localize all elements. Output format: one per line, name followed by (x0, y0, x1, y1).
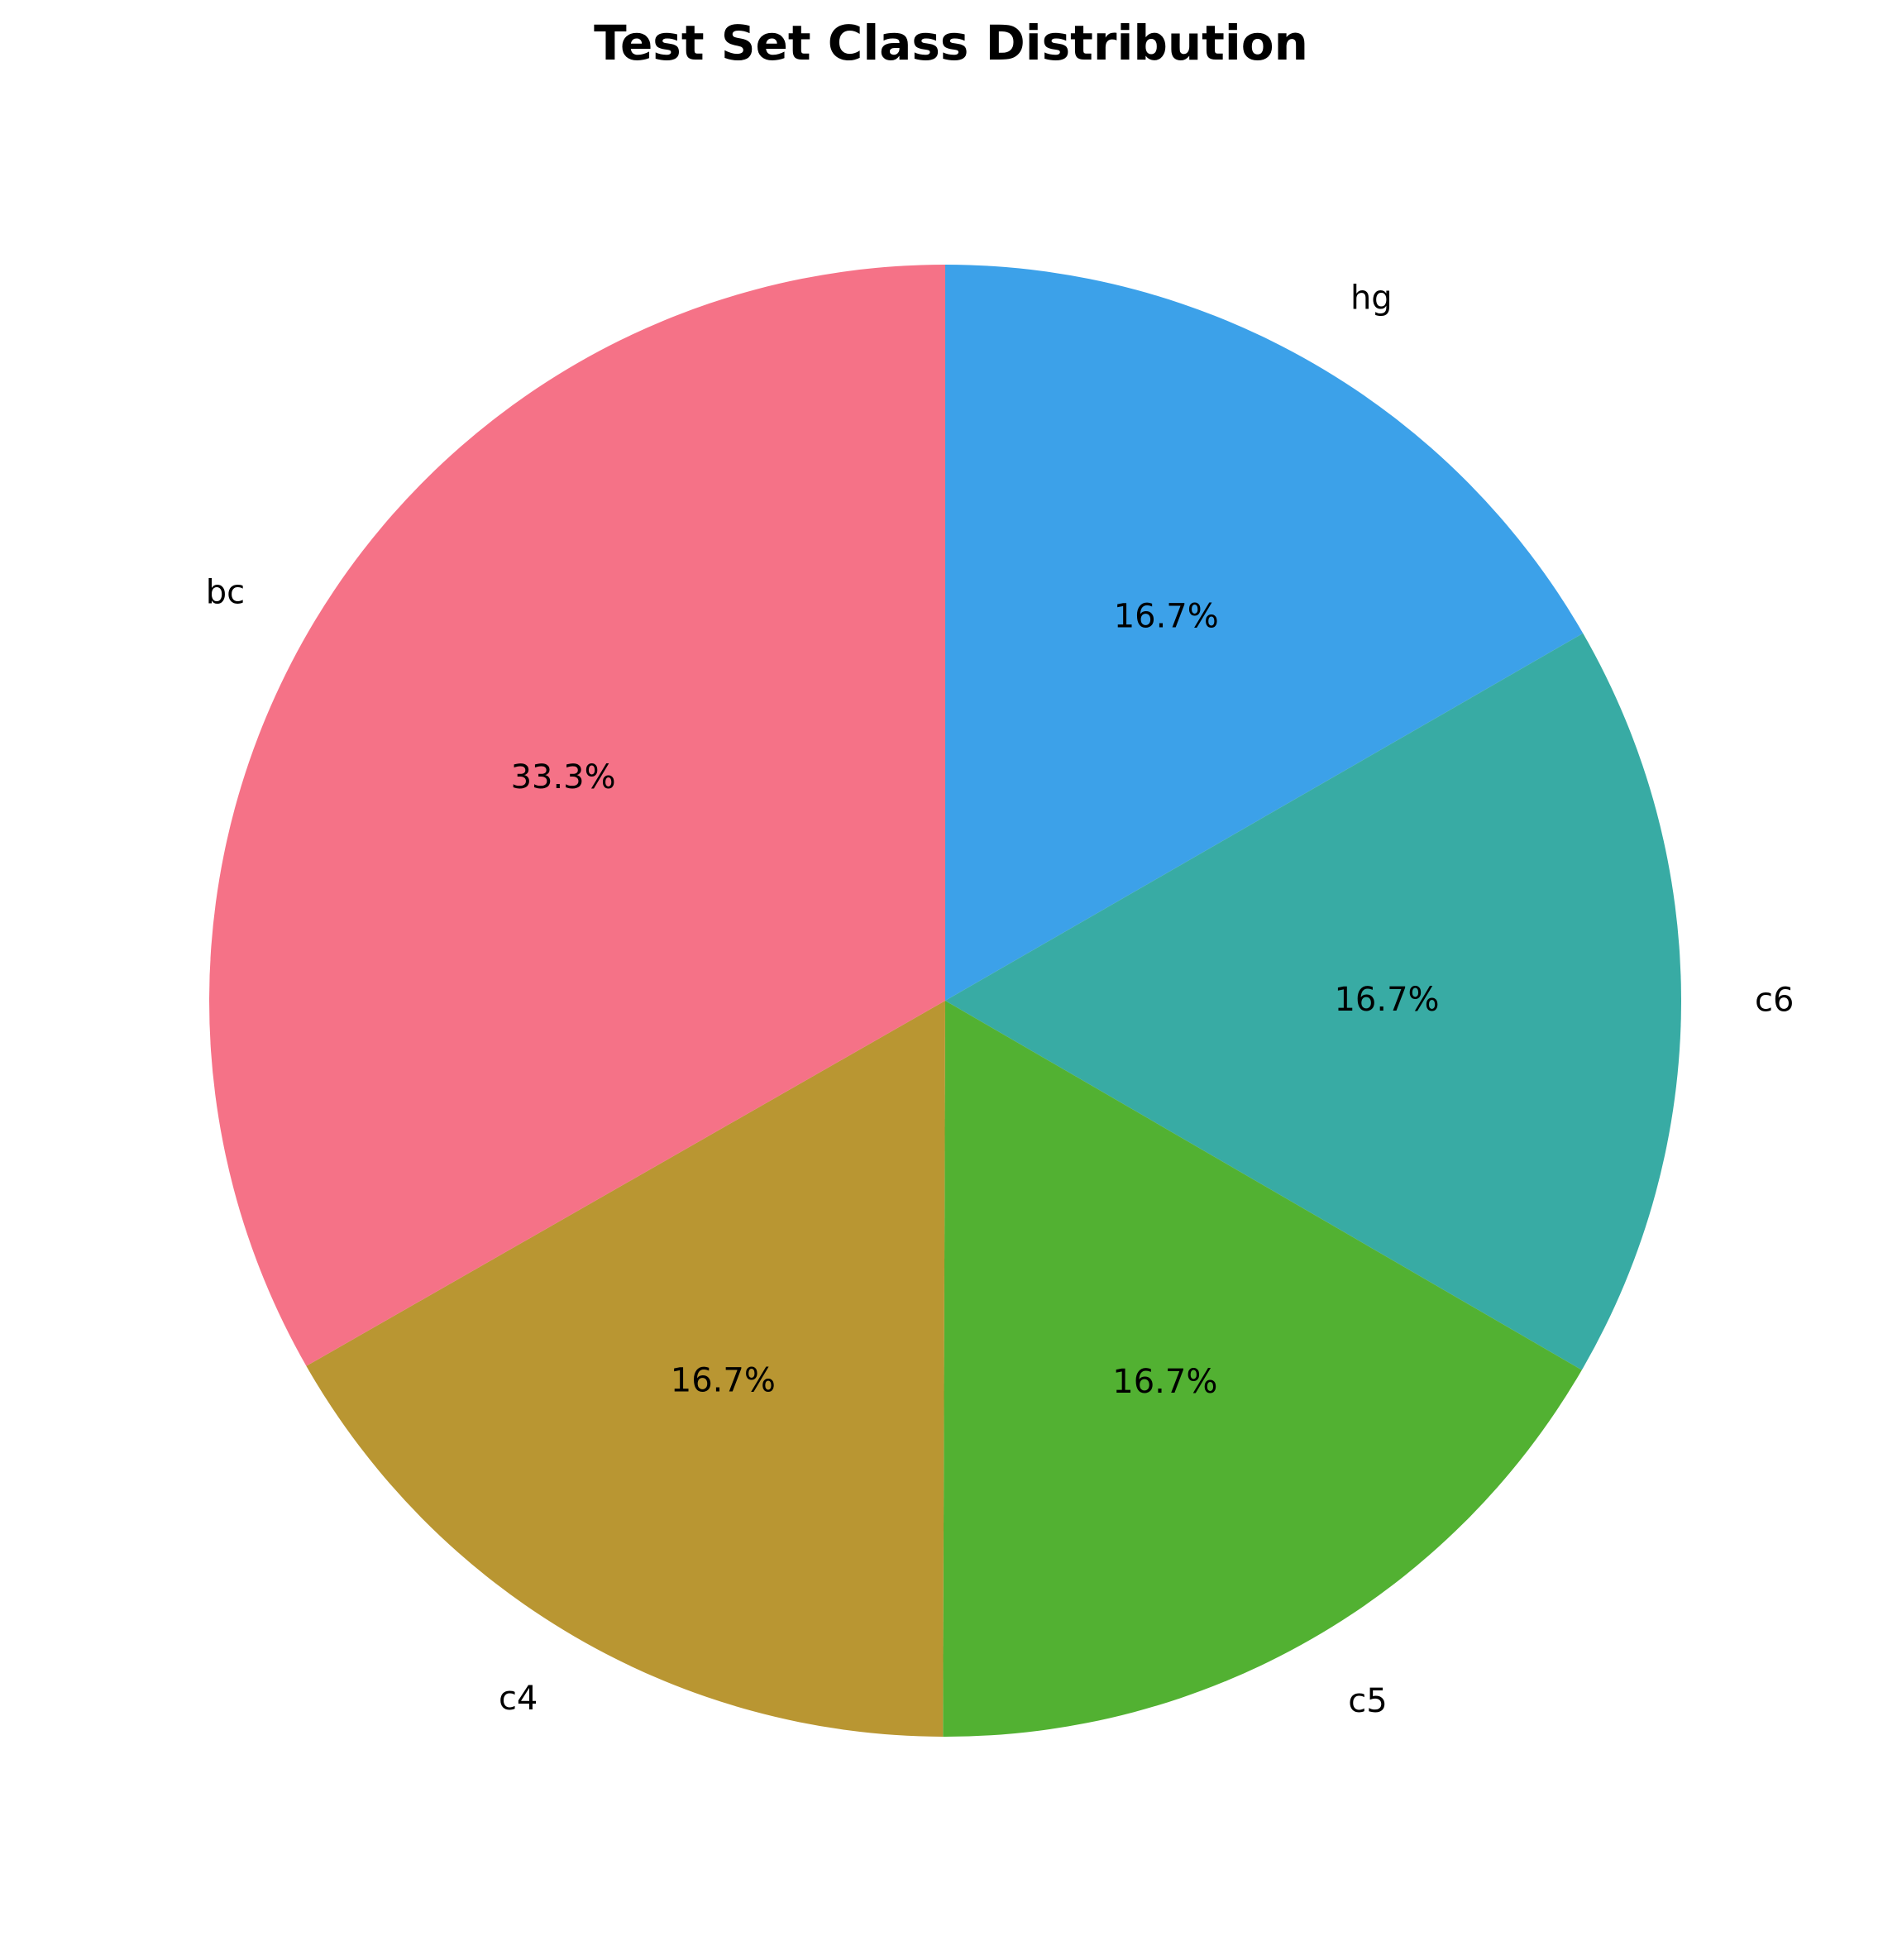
slice-label-c5: c5 (1348, 1682, 1387, 1720)
pie-slice-c4 (306, 1001, 946, 1737)
slice-label-c6: c6 (1755, 982, 1794, 1020)
slice-pct-label-hg: 16.7% (1114, 598, 1219, 636)
slice-pct-label-bc: 33.3% (511, 758, 616, 796)
pie-slice-bc (208, 265, 945, 1366)
slice-pct-label-c5: 16.7% (1112, 1363, 1217, 1401)
slice-label-hg: hg (1350, 279, 1393, 317)
slice-label-bc: bc (206, 574, 245, 612)
pie-slice-hg (945, 265, 1584, 1001)
pie-slice-c6 (945, 633, 1682, 1370)
slice-pct-label-c6: 16.7% (1334, 981, 1439, 1019)
pie-slices (208, 265, 1682, 1737)
pie-labels: hg 16.7% c6 16.7% c5 16.7% c4 16.7% bc 33.3% (206, 279, 1794, 1720)
slice-pct-label-c4: 16.7% (671, 1361, 776, 1399)
pie-slice-c5 (943, 1001, 1582, 1737)
chart-title: Test Set Class Distribution (594, 15, 1308, 71)
slice-label-c4: c4 (499, 1680, 538, 1718)
